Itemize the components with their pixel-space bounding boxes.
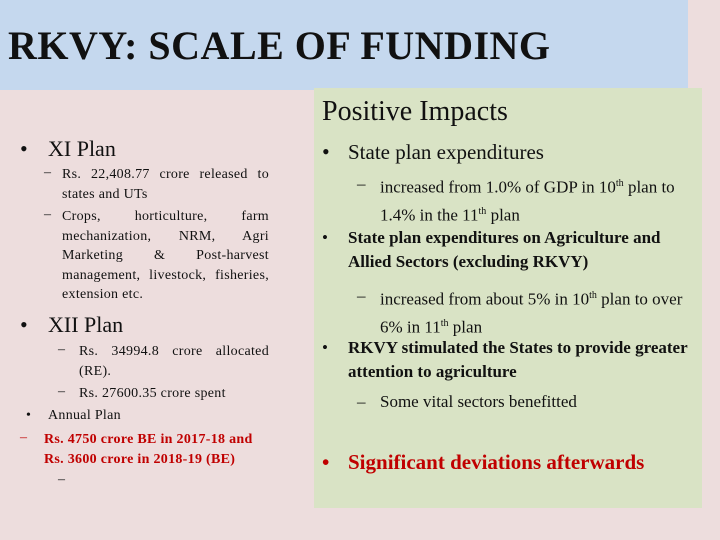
empty-dash: –	[58, 472, 65, 487]
rkvy-stimulus-heading: RKVY stimulated the States to provide gr…	[348, 338, 688, 381]
bullet-marker: •	[322, 228, 328, 247]
state-plan-heading: State plan expenditures	[348, 140, 544, 164]
annual-plan-bullet: •	[26, 408, 32, 423]
xii-plan-item-1: Rs. 34994.8 crore allocated (RE).	[79, 344, 269, 379]
xii-plan-heading: XII Plan	[48, 312, 124, 337]
state-plan-sub: increased from 1.0% of GDP in 10th plan …	[380, 177, 675, 225]
xi-plan-item-1: Rs. 22,408.77 crore released to states a…	[62, 167, 269, 202]
bullet-marker: •	[322, 450, 330, 474]
dash-marker: –	[357, 392, 366, 411]
deviations-text: Significant deviations afterwards	[348, 450, 645, 474]
bullet-marker: •	[322, 338, 328, 357]
xi-plan-bullet: •	[20, 136, 28, 161]
annual-plan-label: Annual Plan	[48, 408, 121, 423]
xii-plan-bullet: •	[20, 312, 28, 337]
xii-plan-item-2: Rs. 27600.35 crore spent	[79, 386, 226, 401]
dash-marker: –	[44, 207, 51, 222]
annual-plan-amounts: Rs. 4750 crore BE in 2017-18 and Rs. 360…	[44, 432, 253, 467]
positive-impacts-panel	[314, 88, 702, 508]
dash-marker: –	[58, 342, 65, 357]
agri-expenditure-heading: State plan expenditures on Agriculture a…	[348, 228, 661, 271]
dash-marker: –	[20, 430, 27, 445]
agri-expenditure-sub: increased from about 5% in 10th plan to …	[380, 289, 683, 337]
positive-impacts-heading: Positive Impacts	[322, 96, 508, 127]
bullet-marker: •	[322, 139, 330, 164]
slide-title: RKVY: SCALE OF FUNDING	[8, 23, 551, 68]
dash-marker: –	[58, 384, 65, 399]
title-band	[0, 0, 688, 90]
xi-plan-heading: XI Plan	[48, 136, 116, 161]
dash-marker: –	[44, 165, 51, 180]
dash-marker: –	[357, 174, 366, 193]
dash-marker: –	[357, 286, 366, 305]
xi-plan-item-2: Crops, horticulture, farm mechanization,…	[62, 209, 269, 302]
rkvy-stimulus-sub: Some vital sectors benefitted	[380, 392, 577, 411]
